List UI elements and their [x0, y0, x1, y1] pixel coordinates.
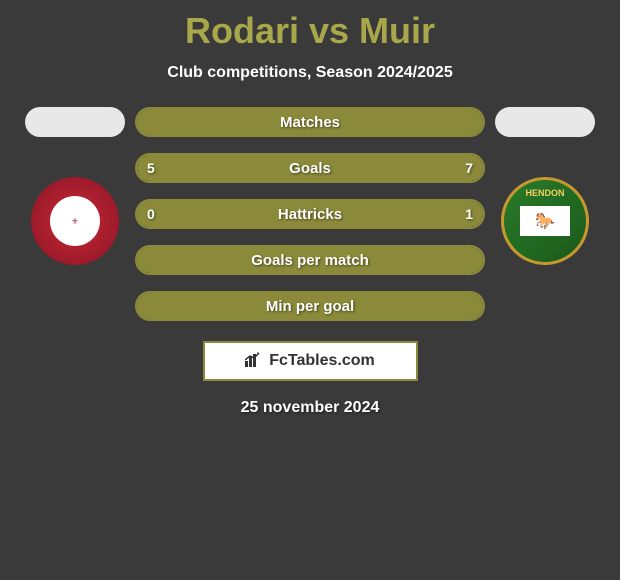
fctables-logo[interactable]: FcTables.com [203, 341, 418, 381]
badge-emblem-icon: ⚜ [50, 196, 100, 246]
stat-bar: Matches [135, 107, 485, 137]
logo-label: FcTables.com [269, 352, 375, 370]
comparison-content: ⚜ Matches 5 Goals 7 0 Hattricks 1 Goals per mat… [0, 107, 620, 321]
badge-text: HENDON [525, 188, 564, 198]
comparison-title: Rodari vs Muir [0, 0, 620, 52]
comparison-date: 25 november 2024 [0, 399, 620, 417]
comparison-subtitle: Club competitions, Season 2024/2025 [0, 64, 620, 82]
stat-label: Goals per match [251, 252, 369, 269]
stat-value-right: 7 [465, 160, 473, 176]
left-player-column: ⚜ [15, 107, 135, 265]
stat-bar: Min per goal [135, 291, 485, 321]
stat-fill-left [137, 155, 281, 181]
stat-value-left: 0 [147, 206, 155, 222]
stat-label: Hattricks [278, 206, 342, 223]
stat-bar: Goals per match [135, 245, 485, 275]
stat-label: Matches [280, 114, 340, 131]
stat-label: Goals [289, 160, 331, 177]
left-club-badge: ⚜ [31, 177, 119, 265]
right-club-badge: HENDON 🐎 [501, 177, 589, 265]
right-player-avatar [495, 107, 595, 137]
right-player-column: HENDON 🐎 [485, 107, 605, 265]
chart-icon [245, 351, 263, 372]
badge-emblem-icon: 🐎 [520, 206, 570, 236]
stat-bar: 0 Hattricks 1 [135, 199, 485, 229]
stat-bar: 5 Goals 7 [135, 153, 485, 183]
stat-label: Min per goal [266, 298, 354, 315]
stat-value-left: 5 [147, 160, 155, 176]
stat-bars-container: Matches 5 Goals 7 0 Hattricks 1 Goals per match… [135, 107, 485, 321]
left-player-avatar [25, 107, 125, 137]
stat-value-right: 1 [465, 206, 473, 222]
